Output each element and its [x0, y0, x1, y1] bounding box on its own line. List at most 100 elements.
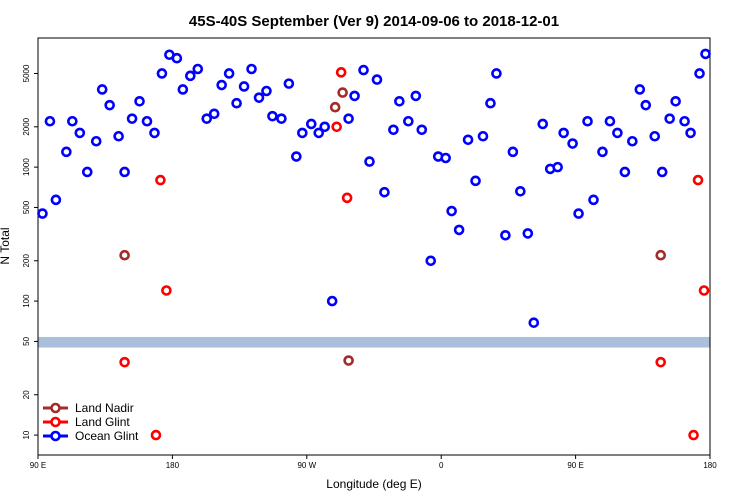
point [640, 99, 652, 111]
point [67, 115, 78, 127]
plot-frame [37, 37, 711, 456]
x-tick-label: 180 [166, 461, 180, 470]
legend-marker [50, 416, 61, 428]
point [612, 127, 623, 139]
point [688, 429, 699, 441]
point [150, 429, 162, 441]
x-tick-label: 90 E [567, 461, 583, 470]
point [61, 146, 72, 158]
legend-label: Ocean Glint [75, 429, 139, 443]
point [134, 95, 145, 107]
point [388, 124, 399, 136]
point [477, 130, 489, 142]
point [394, 95, 405, 107]
point [341, 192, 353, 204]
point [567, 138, 578, 149]
point [655, 249, 667, 261]
point [261, 85, 272, 97]
point [664, 113, 675, 124]
point [485, 97, 496, 109]
y-tick-label: 1000 [22, 158, 31, 176]
point [358, 64, 369, 76]
point [326, 295, 338, 307]
point [313, 127, 325, 139]
point [119, 356, 130, 368]
y-axis-label: N Total [0, 227, 12, 264]
x-tick-label: 0 [439, 461, 444, 470]
legend-marker [50, 430, 61, 442]
legend-label: Land Nadir [75, 401, 134, 415]
point [588, 194, 599, 206]
point [161, 285, 172, 296]
point [685, 127, 696, 139]
point [335, 67, 347, 78]
point [364, 156, 375, 167]
point [297, 127, 308, 139]
point [462, 134, 474, 146]
point [507, 146, 519, 158]
reference-band [38, 336, 710, 348]
point [329, 101, 341, 113]
point [694, 68, 705, 79]
point [582, 115, 593, 127]
point [238, 81, 250, 92]
point [692, 174, 704, 186]
point [155, 174, 166, 186]
point [231, 97, 242, 109]
point [619, 166, 631, 178]
y-tick-label: 500 [22, 200, 31, 214]
point [656, 166, 668, 178]
point [149, 127, 160, 139]
point [337, 87, 348, 98]
point [491, 68, 502, 79]
point [291, 151, 302, 162]
point [113, 130, 124, 142]
point [670, 95, 681, 107]
point [446, 205, 457, 217]
point [96, 84, 108, 95]
point [104, 99, 115, 111]
legend-marker [50, 402, 61, 414]
y-tick-label: 10 [22, 430, 31, 439]
x-tick-label: 180 [703, 461, 717, 470]
y-tick-label: 5000 [22, 64, 31, 82]
point [305, 118, 317, 130]
point [698, 285, 710, 296]
point [201, 113, 213, 124]
point [537, 118, 549, 130]
point [74, 127, 86, 139]
point [371, 74, 383, 85]
point [528, 317, 540, 328]
point [500, 229, 511, 241]
point [416, 124, 428, 136]
point [216, 79, 227, 91]
point [425, 255, 437, 267]
point [37, 208, 48, 219]
x-tick-label: 90 W [297, 461, 316, 470]
point [223, 68, 235, 79]
point [649, 130, 661, 142]
point [349, 90, 360, 102]
point [679, 115, 690, 127]
point [90, 135, 102, 147]
point [276, 113, 287, 124]
point [177, 84, 189, 95]
point [81, 166, 93, 178]
point [126, 113, 138, 124]
x-axis-label: Longitude (deg E) [326, 477, 421, 491]
point [141, 115, 153, 127]
point [171, 52, 183, 64]
point [604, 115, 616, 127]
point [331, 121, 342, 133]
point [655, 356, 667, 368]
y-tick-label: 200 [22, 254, 31, 268]
point [246, 63, 257, 75]
legend-label: Land Glint [75, 415, 130, 429]
point [119, 166, 130, 178]
x-tick-label: 90 E [30, 461, 46, 470]
point [50, 194, 62, 206]
point [208, 108, 220, 120]
point [627, 135, 638, 147]
point [343, 355, 354, 366]
point [552, 161, 563, 173]
